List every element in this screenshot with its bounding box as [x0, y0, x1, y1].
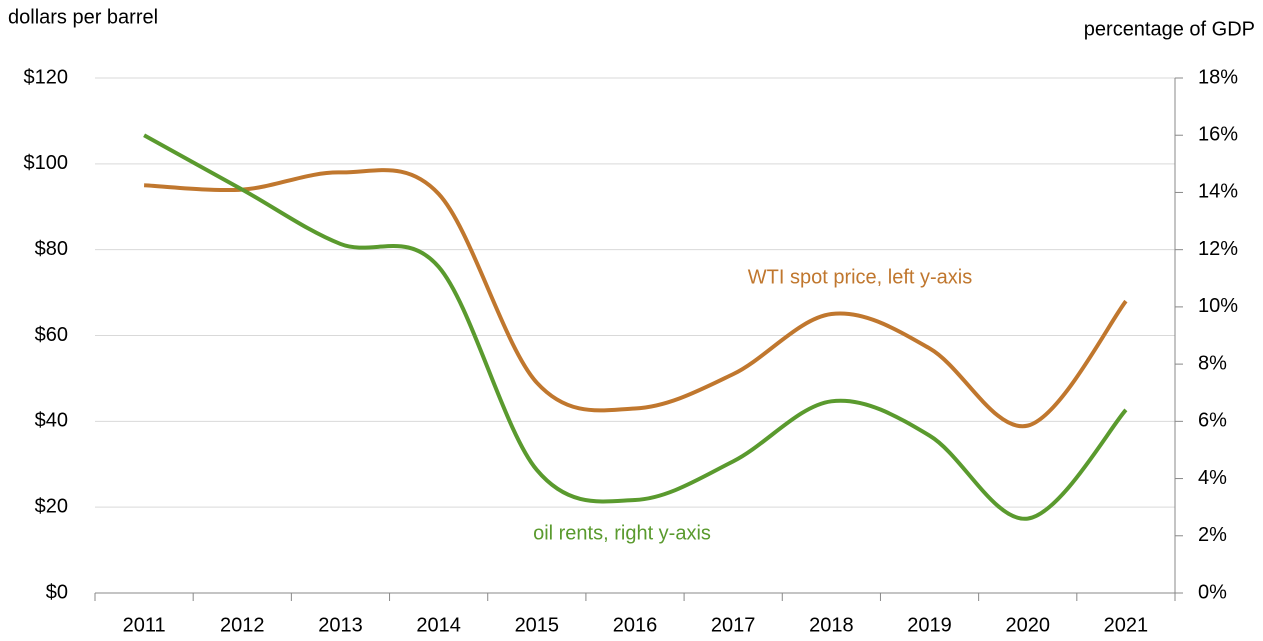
y2-axis-label: percentage of GDP	[1084, 18, 1255, 40]
series-annotation: oil rents, right y-axis	[533, 522, 711, 544]
x-tick-label: 2017	[711, 614, 756, 636]
y2-tick-label: 16%	[1198, 124, 1238, 146]
x-tick-label: 2012	[220, 614, 265, 636]
y2-tick-label: 8%	[1198, 352, 1227, 374]
y-axis-label: dollars per barrel	[8, 6, 158, 28]
y2-tick-label: 6%	[1198, 410, 1227, 432]
y2-tick-label: 0%	[1198, 581, 1227, 603]
y-tick-label: $60	[35, 324, 68, 346]
y-tick-label: $20	[35, 495, 68, 517]
y2-tick-label: 4%	[1198, 467, 1227, 489]
series-line	[143, 133, 1128, 521]
x-tick-label: 2013	[318, 614, 363, 636]
y2-tick-label: 18%	[1198, 66, 1238, 88]
x-tick-label: 2014	[416, 614, 461, 636]
y2-tick-label: 2%	[1198, 524, 1227, 546]
y2-tick-label: 10%	[1198, 295, 1238, 317]
y2-tick-label: 14%	[1198, 181, 1238, 203]
x-tick-label: 2020	[1005, 614, 1050, 636]
x-tick-label: 2018	[809, 614, 854, 636]
y-tick-label: $100	[24, 152, 69, 174]
y2-tick-label: 12%	[1198, 238, 1238, 260]
x-tick-label: 2021	[1104, 614, 1149, 636]
series-annotation: WTI spot price, left y-axis	[748, 266, 973, 288]
y-tick-label: $80	[35, 238, 68, 260]
x-tick-label: 2011	[123, 614, 166, 636]
y-tick-label: $40	[35, 410, 68, 432]
x-tick-label: 2016	[613, 614, 658, 636]
x-tick-label: 2019	[907, 614, 952, 636]
y-tick-label: $120	[24, 66, 69, 88]
y-tick-label: $0	[46, 581, 68, 603]
x-tick-label: 2015	[515, 614, 560, 636]
series-line	[144, 168, 1128, 429]
